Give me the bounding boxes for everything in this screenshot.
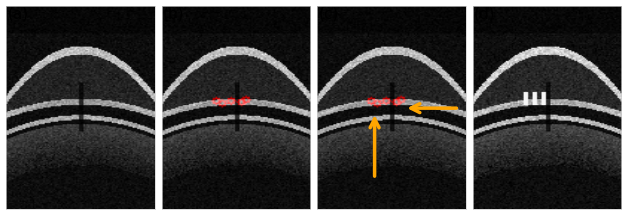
Text: (c): (c): [319, 6, 339, 21]
Text: (a): (a): [8, 6, 29, 21]
Text: (d): (d): [474, 6, 496, 21]
Text: (b): (b): [163, 6, 185, 21]
